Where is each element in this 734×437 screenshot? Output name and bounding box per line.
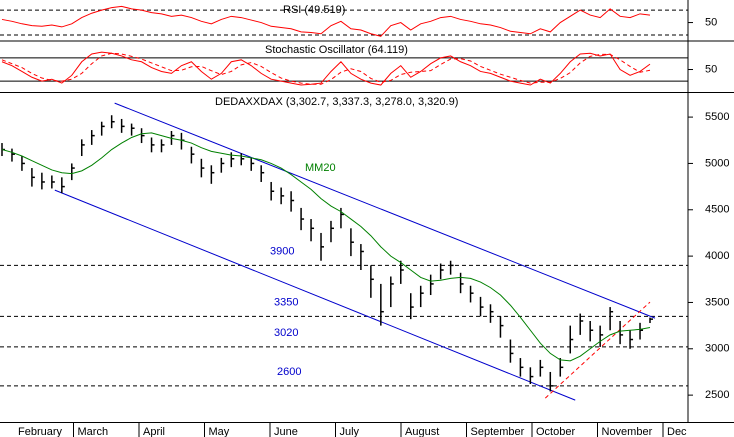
x-tick-label: February [18, 426, 63, 437]
y-tick-label: 2500 [705, 389, 729, 401]
y-tick-label: 50 [705, 16, 717, 28]
y-tick-label: 50 [705, 63, 717, 75]
level-label: 2600 [277, 366, 301, 378]
x-tick-label: August [405, 426, 439, 437]
x-tick-label: July [340, 426, 360, 437]
x-tick-label: June [274, 426, 298, 437]
indicator-line [1, 5, 651, 37]
level-label: 3350 [274, 296, 298, 308]
indicator-title: Stochastic Oscillator (64.119) [265, 44, 408, 56]
x-tick-label: October [536, 426, 575, 437]
y-tick-label: 5500 [705, 111, 729, 123]
indicator-line [1, 51, 651, 86]
level-label: 3900 [270, 245, 294, 257]
x-tick-label: May [209, 426, 230, 437]
x-tick-label: November [602, 426, 653, 437]
y-tick-label: 5000 [705, 157, 729, 169]
y-tick-label: 3500 [705, 296, 729, 308]
x-tick-label: September [471, 426, 525, 437]
y-tick-label: 4500 [705, 204, 729, 216]
y-tick-label: 3000 [705, 343, 729, 355]
x-tick-label: March [78, 426, 109, 437]
x-tick-label: Dec [667, 426, 687, 437]
trend-line [544, 301, 651, 399]
chart-title: DEDAXXDAX (3,302.7, 3,337.3, 3,278.0, 3,… [215, 96, 458, 108]
y-tick-label: 4000 [705, 250, 729, 262]
indicator-line [1, 52, 651, 85]
moving-average [1, 132, 651, 362]
indicator-title: RSI (49.519) [283, 4, 345, 16]
ma-label: MM20 [305, 162, 336, 174]
trend-line [114, 102, 656, 319]
level-label: 3020 [274, 327, 298, 339]
x-tick-label: April [143, 426, 165, 437]
trend-line [54, 189, 576, 401]
